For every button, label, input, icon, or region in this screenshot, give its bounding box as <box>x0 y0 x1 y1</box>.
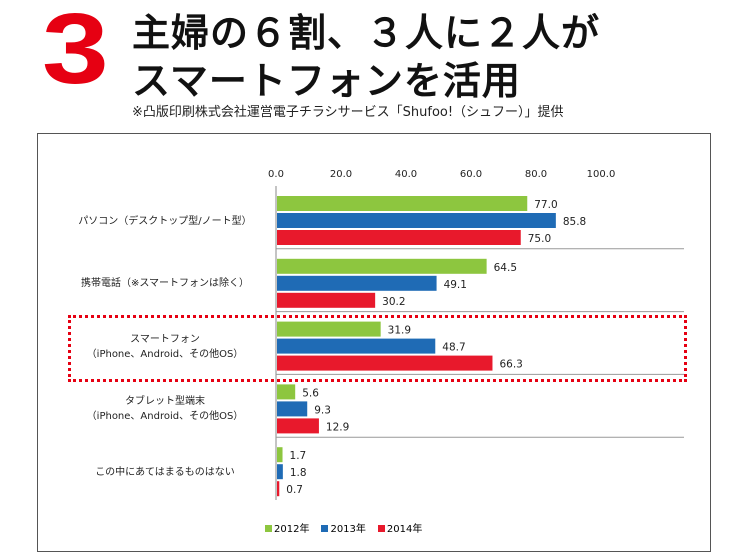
bar <box>277 418 319 434</box>
legend-item: 2014年 <box>377 520 423 535</box>
data-label: 48.7 <box>442 342 465 354</box>
category-label-line: タブレット型端末 <box>125 396 205 408</box>
tick-label: 20.0 <box>330 169 352 180</box>
bar <box>277 338 436 354</box>
category-label-line: この中にあてはまるものはない <box>95 466 235 478</box>
tick-label: 60.0 <box>460 169 482 180</box>
bar <box>277 213 556 228</box>
bar <box>277 401 308 417</box>
data-label: 5.6 <box>302 387 319 399</box>
legend-label: 2013年 <box>330 524 366 535</box>
bar <box>277 464 283 480</box>
bar <box>277 384 296 400</box>
legend-swatch <box>265 525 272 532</box>
data-label: 49.1 <box>444 279 467 291</box>
data-label: 66.3 <box>499 359 522 371</box>
category-label-line: パソコン（デスクトップ型/ノート型） <box>78 215 252 227</box>
bar <box>277 275 437 291</box>
legend-label: 2012年 <box>274 524 310 535</box>
data-label: 64.5 <box>494 262 517 274</box>
category-label-line: （iPhone、Android、その他OS） <box>86 348 244 360</box>
legend-label: 2014年 <box>386 524 423 535</box>
bar <box>277 258 487 274</box>
data-label: 12.9 <box>326 421 349 433</box>
bar <box>277 292 376 308</box>
data-label: 85.8 <box>563 216 586 228</box>
data-label: 77.0 <box>534 199 557 211</box>
bar <box>277 447 283 463</box>
data-label: 0.7 <box>286 484 303 496</box>
data-label: 30.2 <box>382 296 405 308</box>
headline-line2: スマートフォンを活用 <box>132 59 521 103</box>
data-label: 1.7 <box>290 450 307 462</box>
source-note: ※凸版印刷株式会社運営電子チラシサービス「Shufoo!（シュフー）」提供 <box>132 105 564 120</box>
legend-swatch <box>377 525 385 532</box>
tick-label: 0.0 <box>268 169 284 180</box>
bar <box>277 355 493 371</box>
tick-label: 40.0 <box>395 169 417 180</box>
bar <box>277 321 381 337</box>
category-label-line: （iPhone、Android、その他OS） <box>86 411 244 423</box>
tick-label: 80.0 <box>525 169 547 180</box>
legend-item: 2012年 <box>265 520 309 535</box>
section-number: 3 <box>42 0 109 105</box>
legend-item: 2013年 <box>321 520 366 535</box>
chart-frame <box>37 133 711 552</box>
data-label: 31.9 <box>388 325 411 337</box>
category-label: この中にあてはまるものはない <box>50 465 280 480</box>
category-label: 携帯電話（※スマートフォンは除く） <box>50 276 280 291</box>
legend: 2012年 2013年 2014年 <box>265 520 422 535</box>
data-label: 9.3 <box>314 404 331 416</box>
category-label-line: 携帯電話（※スマートフォンは除く） <box>80 278 250 290</box>
legend-swatch <box>321 525 329 532</box>
highlight-box <box>68 315 687 382</box>
bar <box>277 196 528 211</box>
data-label: 1.8 <box>290 467 307 479</box>
bar <box>277 481 280 497</box>
data-label: 75.0 <box>528 233 551 245</box>
category-label: タブレット型端末 （iPhone、Android、その他OS） <box>50 394 280 424</box>
category-label: パソコン（デスクトップ型/ノート型） <box>50 214 280 229</box>
bar <box>277 230 521 245</box>
headline-line1: 主婦の６割、３人に２人が <box>132 11 601 55</box>
category-label: スマートフォン （iPhone、Android、その他OS） <box>50 332 280 362</box>
tick-label: 100.0 <box>587 169 616 180</box>
category-label-line: スマートフォン <box>130 333 200 345</box>
